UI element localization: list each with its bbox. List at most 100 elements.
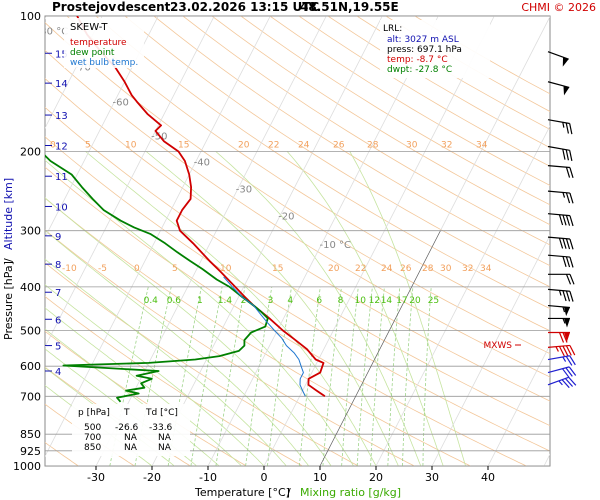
sounding-mode: descent: [117, 0, 171, 14]
barb-full: [562, 256, 567, 267]
barb-full: [565, 367, 573, 377]
table-header-p: p [hPa]: [78, 408, 110, 418]
altitude-tick-label: 11: [55, 172, 68, 183]
barb-full: [564, 378, 574, 387]
wind-barb: [547, 254, 574, 268]
barb-full: [558, 346, 565, 357]
theta-label-top: 0: [50, 140, 56, 150]
sounding-datetime: 23.02.2026 13:15 UTC: [170, 0, 319, 14]
barb-half: [562, 356, 567, 362]
barb-full: [565, 167, 571, 178]
barb-full: [565, 238, 571, 250]
altitude-tick-label: 13: [55, 111, 68, 122]
table-row-2-p: 850: [84, 443, 101, 453]
barb-pennant: [563, 306, 570, 317]
altitude-tick-label: 14: [55, 79, 68, 90]
dry-adiabat: [45, 49, 550, 378]
barb-staff: [547, 254, 570, 258]
reference-line: [319, 230, 441, 466]
pressure-tick-label: 1000: [13, 460, 41, 473]
isotherm: [487, 343, 550, 466]
barb-full: [562, 148, 566, 160]
barb-full: [565, 345, 572, 356]
x-tick-label: -30: [87, 471, 105, 484]
isotherm: [45, 16, 159, 239]
table-row-0-p: 500: [84, 423, 101, 433]
x-tick-label: 20: [369, 471, 383, 484]
barb-full: [558, 237, 564, 249]
table-row-0-t: -26.6: [115, 423, 139, 433]
mxws-label: MXWS: [483, 341, 512, 351]
mixing-ratio-label: 2: [241, 296, 247, 306]
legend-wet-bulb: wet bulb temp.: [70, 58, 138, 68]
x-tick-label: 0: [261, 471, 268, 484]
pressure-tick-label: 400: [20, 281, 41, 294]
mixing-ratio-label: 12: [369, 296, 380, 306]
mixing-ratio-label: 25: [428, 296, 439, 306]
theta-label-top: 26: [333, 140, 345, 150]
legend-temperature: temperature: [70, 38, 127, 48]
series-layer: [45, 16, 326, 403]
isotherm: [431, 234, 550, 466]
barb-full: [565, 356, 573, 366]
series-dew-point: [45, 154, 269, 403]
barb-staff: [547, 51, 569, 60]
pressure-tick-label: 700: [20, 390, 41, 403]
y-axis-label-pressure: Pressure [hPa]: [2, 261, 15, 340]
theta-label-mid: 22: [355, 264, 366, 274]
isotherm: [151, 16, 383, 466]
theta-label-mid: 0: [134, 264, 140, 274]
barb-staff: [547, 190, 570, 194]
barb-full: [561, 379, 570, 389]
barb-full: [562, 368, 570, 378]
barb-staff: [547, 119, 570, 125]
barb-full: [562, 214, 567, 226]
table-header-t: T: [123, 408, 130, 418]
x-tick-label: 30: [425, 471, 439, 484]
mixing-ratio-labels: 0.4 0.6 1 1.4 2 3 4 6 8 10 12 14 17 20 250 5 10 15 20 22 24 2…: [50, 140, 492, 306]
barb-half: [562, 306, 566, 313]
table-header-td: Td [°C]: [145, 408, 178, 418]
altitude-tick-label: 8: [55, 260, 61, 271]
table-row-2-t: NA: [124, 443, 138, 453]
barb-full: [565, 122, 570, 134]
dry-adiabat: [182, 16, 550, 246]
wind-barb: [547, 190, 574, 204]
mixing-ratio-label: 0.4: [144, 296, 159, 306]
barb-staff: [547, 145, 570, 151]
barb-full: [569, 192, 574, 204]
theta-label-mid: 24: [381, 264, 393, 274]
wind-barb: [548, 273, 575, 285]
barb-full: [569, 274, 575, 285]
barb-full: [569, 123, 573, 135]
isotherm-label: -80 °C: [37, 27, 69, 38]
barb-staff: [547, 288, 570, 292]
barb-full: [568, 366, 577, 376]
altitude-tick-label: 15: [55, 49, 68, 60]
barb-staff: [547, 366, 570, 374]
barb-full: [558, 214, 564, 226]
dry-adiabat: [211, 16, 550, 226]
theta-label-mid: 30: [440, 264, 452, 274]
pressure-tick-label: 850: [20, 428, 41, 441]
mixing-ratio-label: 14: [381, 296, 393, 306]
isotherm: [375, 125, 550, 466]
x-tick-label: 10: [313, 471, 327, 484]
table-row-2-td: NA: [158, 443, 172, 453]
mixing-ratio-label: 20: [409, 296, 421, 306]
barb-full: [568, 376, 577, 386]
axis-layer: -30 -20 -10 0 10 20 30 401002003004005006007008…: [13, 10, 495, 484]
barb-full: [569, 150, 573, 162]
barb-half: [558, 290, 562, 296]
barb-half: [558, 380, 563, 386]
lrl-alt: alt: 3027 m ASL: [387, 35, 459, 45]
mixing-ratio-label: 1: [197, 296, 203, 306]
wind-barb: [548, 331, 570, 343]
theta-label-mid: 15: [272, 264, 283, 274]
barb-full: [565, 149, 570, 161]
theta-label-mid: -10: [62, 264, 77, 274]
barb-staff: [547, 164, 570, 169]
table-row-0-td: -33.6: [149, 423, 173, 433]
pressure-tick-label: 500: [20, 325, 41, 338]
isotherm-label: -40: [194, 158, 210, 169]
